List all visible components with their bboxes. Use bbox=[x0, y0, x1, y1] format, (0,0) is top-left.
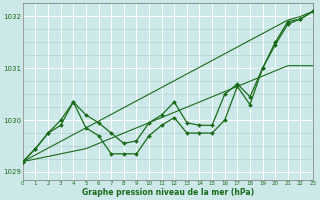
X-axis label: Graphe pression niveau de la mer (hPa): Graphe pression niveau de la mer (hPa) bbox=[82, 188, 254, 197]
